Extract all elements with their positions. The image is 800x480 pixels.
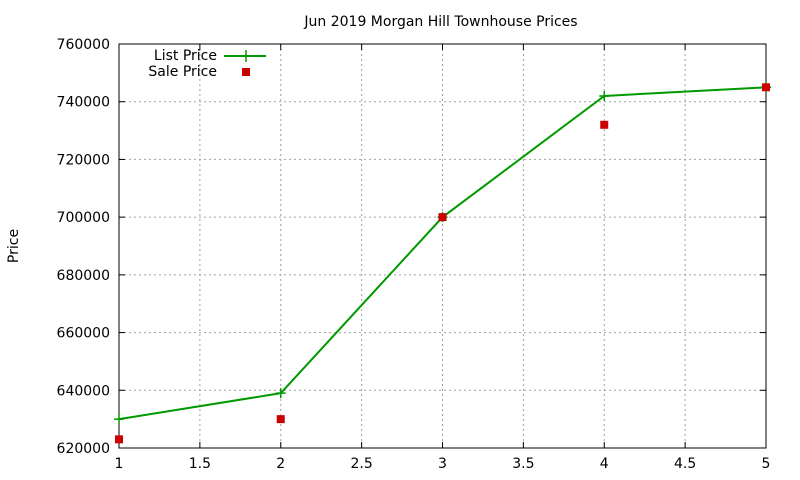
- x-tick-label: 3.5: [512, 456, 534, 472]
- data-point-sale-price: [115, 435, 123, 444]
- y-tick-label: 740000: [57, 95, 110, 111]
- x-tick-label: 5: [762, 456, 771, 472]
- data-point-list-price: [114, 414, 124, 425]
- x-tick-label: 4.5: [674, 456, 696, 472]
- data-point-sale-price: [762, 83, 770, 92]
- y-tick-label: 760000: [57, 37, 110, 53]
- y-tick-label: 640000: [57, 383, 110, 399]
- data-point-list-price: [275, 388, 286, 399]
- legend-label-list-price: List Price: [154, 48, 217, 64]
- y-tick-label: 620000: [57, 441, 110, 457]
- x-tick-label: 3: [438, 456, 447, 472]
- x-tick-label: 1.5: [189, 456, 211, 472]
- x-tick-label: 2.5: [350, 456, 372, 472]
- y-tick-label: 700000: [57, 210, 110, 226]
- x-tick-label: 1: [115, 456, 124, 472]
- y-axis-label: Price: [6, 229, 22, 263]
- series-layer: [114, 82, 771, 444]
- y-tick-label: 680000: [57, 268, 110, 284]
- legend-label-sale-price: Sale Price: [148, 64, 217, 80]
- legend: List Price Sale Price: [148, 48, 266, 80]
- y-tick-label: 720000: [57, 152, 110, 168]
- grid-lines: [119, 44, 766, 448]
- y-tick-label: 660000: [57, 326, 110, 342]
- data-point-sale-price: [438, 213, 447, 222]
- data-point-sale-price: [276, 415, 285, 424]
- axis-ticks: 1 1.5 2 2.5 3 3.5 4 4.5 5 620000 640000 660000 68000…: [57, 37, 771, 472]
- x-tick-label: 4: [600, 456, 609, 472]
- legend-marker-list-price: [240, 50, 252, 62]
- data-point-list-price: [599, 90, 610, 101]
- chart-title: Jun 2019 Morgan Hill Townhouse Prices: [303, 14, 577, 30]
- data-point-sale-price: [600, 120, 609, 129]
- x-tick-label: 2: [276, 456, 285, 472]
- legend-marker-sale-price: [242, 68, 250, 76]
